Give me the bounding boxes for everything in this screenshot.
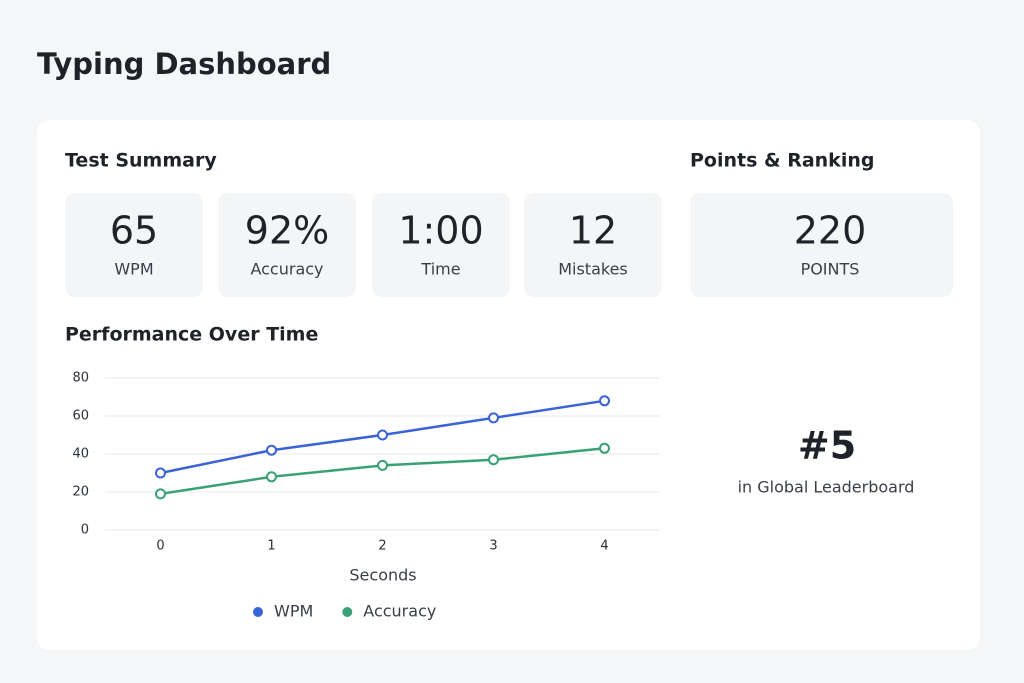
stat-value: 12 [569,209,617,253]
stat-label: Time [420,260,460,279]
y-tick-label: 20 [72,485,89,500]
x-axis-label: Seconds [349,566,416,585]
x-tick-label: 2 [378,539,386,554]
points-label: POINTS [801,260,860,279]
x-tick-label: 4 [600,539,608,554]
y-tick-label: 80 [72,371,89,386]
y-tick-label: 0 [81,523,89,538]
stat-box [524,193,662,297]
stat-value: 92% [245,209,329,253]
stat-label: Accuracy [250,260,323,279]
stat-box [372,193,510,297]
chart-title: Performance Over Time [65,324,318,346]
point [377,429,388,441]
points-box [690,193,953,297]
point [599,395,610,407]
points-value: 220 [794,209,867,253]
stat-label: Mistakes [558,260,628,279]
x-tick-label: 1 [267,539,275,554]
section-title: Points & Ranking [690,150,874,172]
section-title: Test Summary [65,150,217,172]
y-tick-label: 40 [72,447,89,462]
stat-box [218,193,356,297]
stat-label: WPM [114,260,153,279]
x-tick-label: 0 [156,539,164,554]
stat-box [65,193,203,297]
point [377,459,388,471]
y-tick-label: 60 [72,409,89,424]
rank-label: in Global Leaderboard [738,478,915,497]
legend-marker [342,607,353,617]
legend-label: Accuracy [363,602,436,621]
legend-marker [253,607,263,617]
point [488,454,499,466]
point [155,467,166,479]
stat-value: 65 [110,209,158,253]
point [488,412,499,424]
point [155,488,166,500]
stat-value: 1:00 [398,209,483,253]
rank-value: #5 [798,424,856,468]
point [266,471,277,483]
page-title: Typing Dashboard [37,47,331,81]
x-tick-label: 3 [489,539,497,554]
point [266,444,277,456]
legend-label: WPM [274,602,313,621]
point [599,442,610,454]
